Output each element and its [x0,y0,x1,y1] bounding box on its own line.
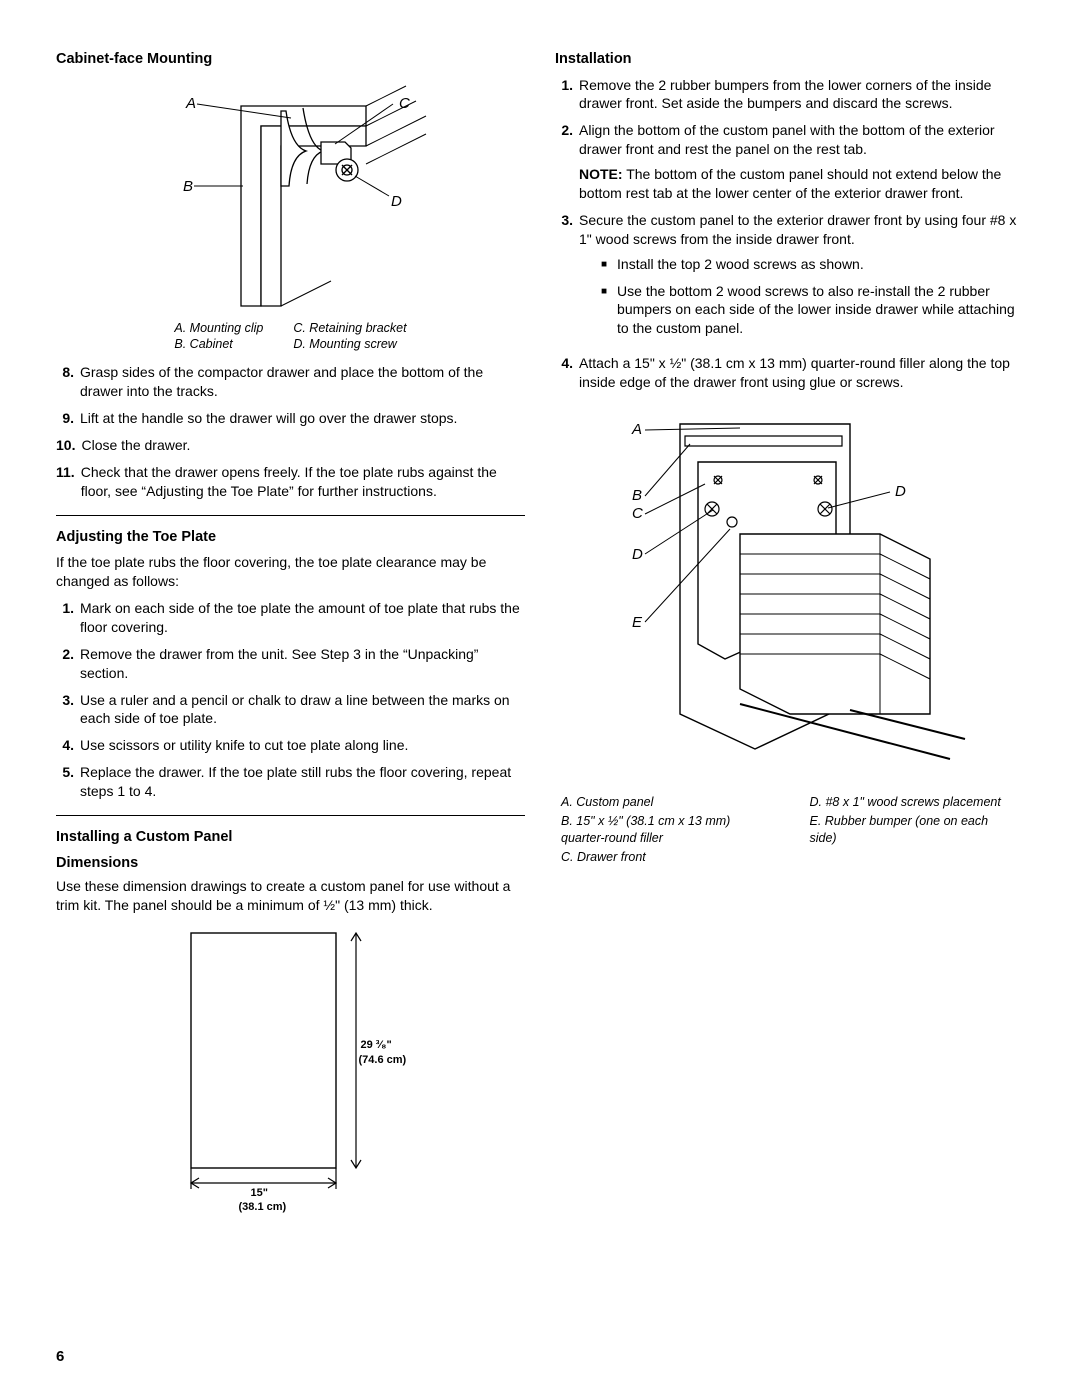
legend-c: C. Drawer front [561,849,770,866]
figure-custom-panel-install: A B C D D E [555,404,1024,784]
dimensions-intro: Use these dimension drawings to create a… [56,877,525,915]
fig1-legend-b: B. Cabinet [174,336,263,353]
fig-install-legend: A. Custom panel B. 15" x ½" (38.1 cm x 1… [555,794,1024,868]
svg-text:B: B [632,487,642,504]
install-step-2: 2. Align the bottom of the custom panel … [555,121,1024,203]
cabinet-steps: 8.Grasp sides of the compactor drawer an… [56,363,525,500]
heading-custom-panel: Installing a Custom Panel [56,828,525,848]
fig1-label-b: B [183,178,193,195]
svg-text:C: C [632,505,643,522]
fig1-label-a: A [185,95,196,112]
fig1-legend-c: C. Retaining bracket [293,320,406,337]
legend-e: E. Rubber bumper (one on each side) [810,813,1019,847]
legend-b: B. 15" x ½" (38.1 cm x 13 mm) quarter-ro… [561,813,770,847]
subheading-dimensions: Dimensions [56,854,525,874]
svg-text:D: D [895,483,906,500]
heading-cabinet-face: Cabinet-face Mounting [56,50,525,70]
install-step-1: 1.Remove the 2 rubber bumpers from the l… [555,76,1024,114]
install-step-3: 3. Secure the custom panel to the exteri… [555,211,1024,346]
left-column: Cabinet-face Mounting [56,50,525,1223]
fig1-legend-d: D. Mounting screw [293,336,406,353]
installation-steps: 1.Remove the 2 rubber bumpers from the l… [555,76,1024,392]
toe-plate-steps: 1.Mark on each side of the toe plate the… [56,599,525,801]
heading-installation: Installation [555,50,1024,70]
figure-panel-dimensions: 29 ³⁄₈" (74.6 cm) 15" (38.1 cm) [56,923,525,1213]
fig1-legend: A. Mounting clip B. Cabinet C. Retaining… [56,320,525,354]
page-number: 6 [56,1347,64,1367]
toe-plate-intro: If the toe plate rubs the floor covering… [56,553,525,591]
svg-text:A: A [631,421,642,438]
legend-a: A. Custom panel [561,794,770,811]
svg-text:D: D [632,546,643,563]
heading-toe-plate: Adjusting the Toe Plate [56,528,525,548]
svg-text:E: E [632,614,643,631]
install-step-4: 4.Attach a 15" x ½" (38.1 cm x 13 mm) qu… [555,354,1024,392]
dim-width-in: 15" [251,1186,268,1201]
dim-height-in: 29 ³⁄₈" [361,1038,392,1053]
fig1-label-c: C [399,95,410,112]
figure-cabinet-mounting: A B C D A. Mounting clip B. Cabinet C. R… [56,76,525,354]
fig1-legend-a: A. Mounting clip [174,320,263,337]
right-column: Installation 1.Remove the 2 rubber bumpe… [555,50,1024,1223]
fig1-label-d: D [391,193,402,210]
legend-d: D. #8 x 1" wood screws placement [810,794,1019,811]
dim-width-cm: (38.1 cm) [239,1200,287,1215]
dim-height-cm: (74.6 cm) [359,1053,407,1068]
